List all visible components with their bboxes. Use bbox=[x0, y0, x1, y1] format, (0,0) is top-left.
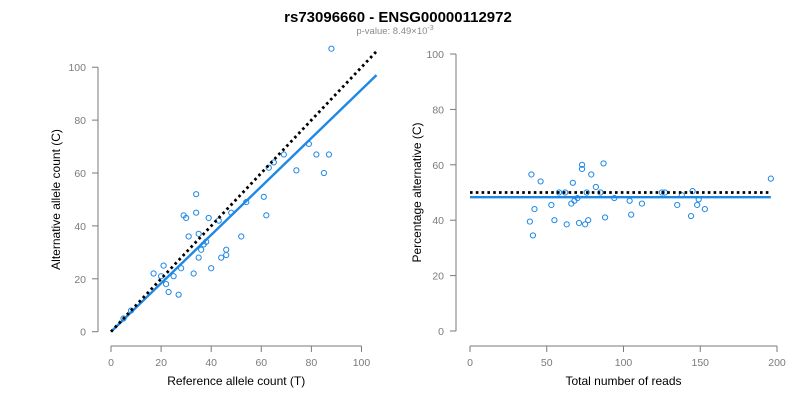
left-y-tick-label: 100 bbox=[68, 62, 86, 74]
right-y-tick-label: 80 bbox=[432, 104, 444, 116]
left-data-point bbox=[160, 262, 167, 269]
left-data-point bbox=[328, 45, 335, 52]
left-dotted-reference-line bbox=[109, 50, 378, 333]
right-data-point bbox=[562, 189, 569, 196]
right-data-point bbox=[578, 165, 586, 173]
right-x-axis-title: Total number of reads bbox=[565, 374, 681, 388]
left-x-axis-title: Reference allele count (T) bbox=[167, 374, 305, 388]
left-data-point bbox=[198, 246, 205, 253]
left-data-point bbox=[260, 193, 267, 200]
right-data-point bbox=[578, 161, 586, 168]
right-y-tick-label: 40 bbox=[432, 215, 444, 227]
right-data-point bbox=[526, 218, 533, 225]
left-data-point bbox=[280, 151, 287, 158]
right-data-point bbox=[601, 214, 609, 221]
subtitle-exponent: -3 bbox=[427, 25, 433, 32]
left-data-point bbox=[313, 151, 320, 158]
left-x-tick-label: 20 bbox=[155, 357, 167, 369]
left-data-point bbox=[193, 191, 200, 198]
right-data-point bbox=[628, 211, 635, 218]
left-data-point bbox=[190, 270, 197, 277]
right-panel-percentage-scatter: 0 20 40 60 80 100 0 50 100 150 200 Total number of … bbox=[410, 49, 786, 388]
right-x-tick-label: 150 bbox=[691, 357, 709, 369]
left-data-point bbox=[215, 217, 222, 224]
right-y-tick-label: 100 bbox=[426, 49, 444, 61]
right-y-axis-title: Percentage alternative (C) bbox=[410, 122, 424, 262]
right-data-point bbox=[555, 189, 563, 196]
chart-subtitle: p-value: 8.49×10-3 bbox=[356, 25, 433, 37]
right-data-point bbox=[687, 212, 695, 220]
left-data-point bbox=[170, 273, 177, 280]
right-data-point bbox=[531, 206, 538, 213]
right-data-point bbox=[585, 217, 592, 224]
right-y-tick-label: 20 bbox=[432, 271, 444, 283]
left-panel-count-scatter: 0 20 40 60 80 100 0 20 40 60 80 100 Reference allele… bbox=[49, 45, 378, 388]
left-y-tick-label: 20 bbox=[74, 274, 86, 286]
left-data-point bbox=[223, 251, 230, 259]
left-x-tick-label: 60 bbox=[255, 357, 267, 369]
subtitle-text: p-value: 8.49×10 bbox=[356, 26, 427, 37]
right-data-point bbox=[592, 183, 599, 191]
right-data-point bbox=[583, 189, 590, 196]
left-data-point bbox=[178, 265, 185, 272]
right-data-point bbox=[569, 179, 576, 186]
right-x-tick-label: 0 bbox=[467, 357, 473, 369]
left-data-point bbox=[193, 209, 200, 216]
left-y-tick-label: 40 bbox=[74, 221, 86, 233]
right-data-point bbox=[537, 178, 544, 185]
right-x-tick-label: 100 bbox=[615, 357, 633, 369]
left-x-tick-label: 40 bbox=[205, 357, 217, 369]
right-x-tick-label: 50 bbox=[541, 357, 553, 369]
left-data-point bbox=[205, 214, 212, 222]
left-x-tick-label: 80 bbox=[306, 357, 318, 369]
right-data-point bbox=[548, 201, 555, 209]
left-y-axis-title: Alternative allele count (C) bbox=[49, 129, 63, 270]
right-data-point bbox=[582, 221, 589, 228]
left-data-point bbox=[320, 169, 328, 177]
right-data-point bbox=[767, 175, 774, 182]
left-data-point bbox=[185, 233, 192, 240]
left-data-point bbox=[263, 212, 270, 219]
right-y-tick-label: 60 bbox=[432, 160, 444, 172]
right-data-point bbox=[529, 232, 537, 239]
left-data-point bbox=[150, 270, 157, 277]
right-data-point bbox=[694, 201, 701, 209]
chart-title: rs73096660 - ENSG00000112972 bbox=[284, 9, 512, 26]
right-y-tick-label: 0 bbox=[438, 326, 444, 338]
right-data-point bbox=[701, 206, 708, 213]
right-data-point bbox=[563, 221, 570, 228]
right-data-point bbox=[638, 200, 646, 207]
right-data-point bbox=[600, 160, 607, 167]
right-data-point bbox=[575, 219, 583, 227]
right-data-point bbox=[658, 189, 665, 196]
left-data-point bbox=[325, 151, 333, 158]
right-x-tick-label: 200 bbox=[768, 357, 786, 369]
left-data-point bbox=[175, 291, 182, 298]
left-fitted-line bbox=[110, 74, 378, 333]
left-y-tick-label: 0 bbox=[80, 327, 86, 339]
right-data-point bbox=[551, 217, 558, 224]
left-y-tick-label: 80 bbox=[74, 115, 86, 127]
left-data-point bbox=[165, 288, 172, 296]
left-data-point bbox=[163, 281, 170, 288]
left-data-point bbox=[223, 246, 230, 253]
left-data-point bbox=[293, 167, 300, 174]
left-data-point bbox=[195, 254, 202, 261]
right-data-point bbox=[674, 201, 681, 209]
left-y-tick-label: 60 bbox=[74, 168, 86, 180]
right-data-point bbox=[588, 171, 595, 178]
right-data-point bbox=[528, 171, 535, 178]
left-data-point bbox=[218, 254, 225, 261]
left-x-tick-label: 0 bbox=[108, 357, 114, 369]
left-data-point bbox=[208, 265, 215, 272]
left-data-point bbox=[195, 230, 202, 237]
left-x-tick-label: 100 bbox=[353, 357, 371, 369]
left-data-point bbox=[265, 164, 272, 171]
left-data-point bbox=[238, 233, 245, 240]
right-data-point bbox=[626, 197, 633, 204]
left-data-point bbox=[183, 214, 190, 222]
